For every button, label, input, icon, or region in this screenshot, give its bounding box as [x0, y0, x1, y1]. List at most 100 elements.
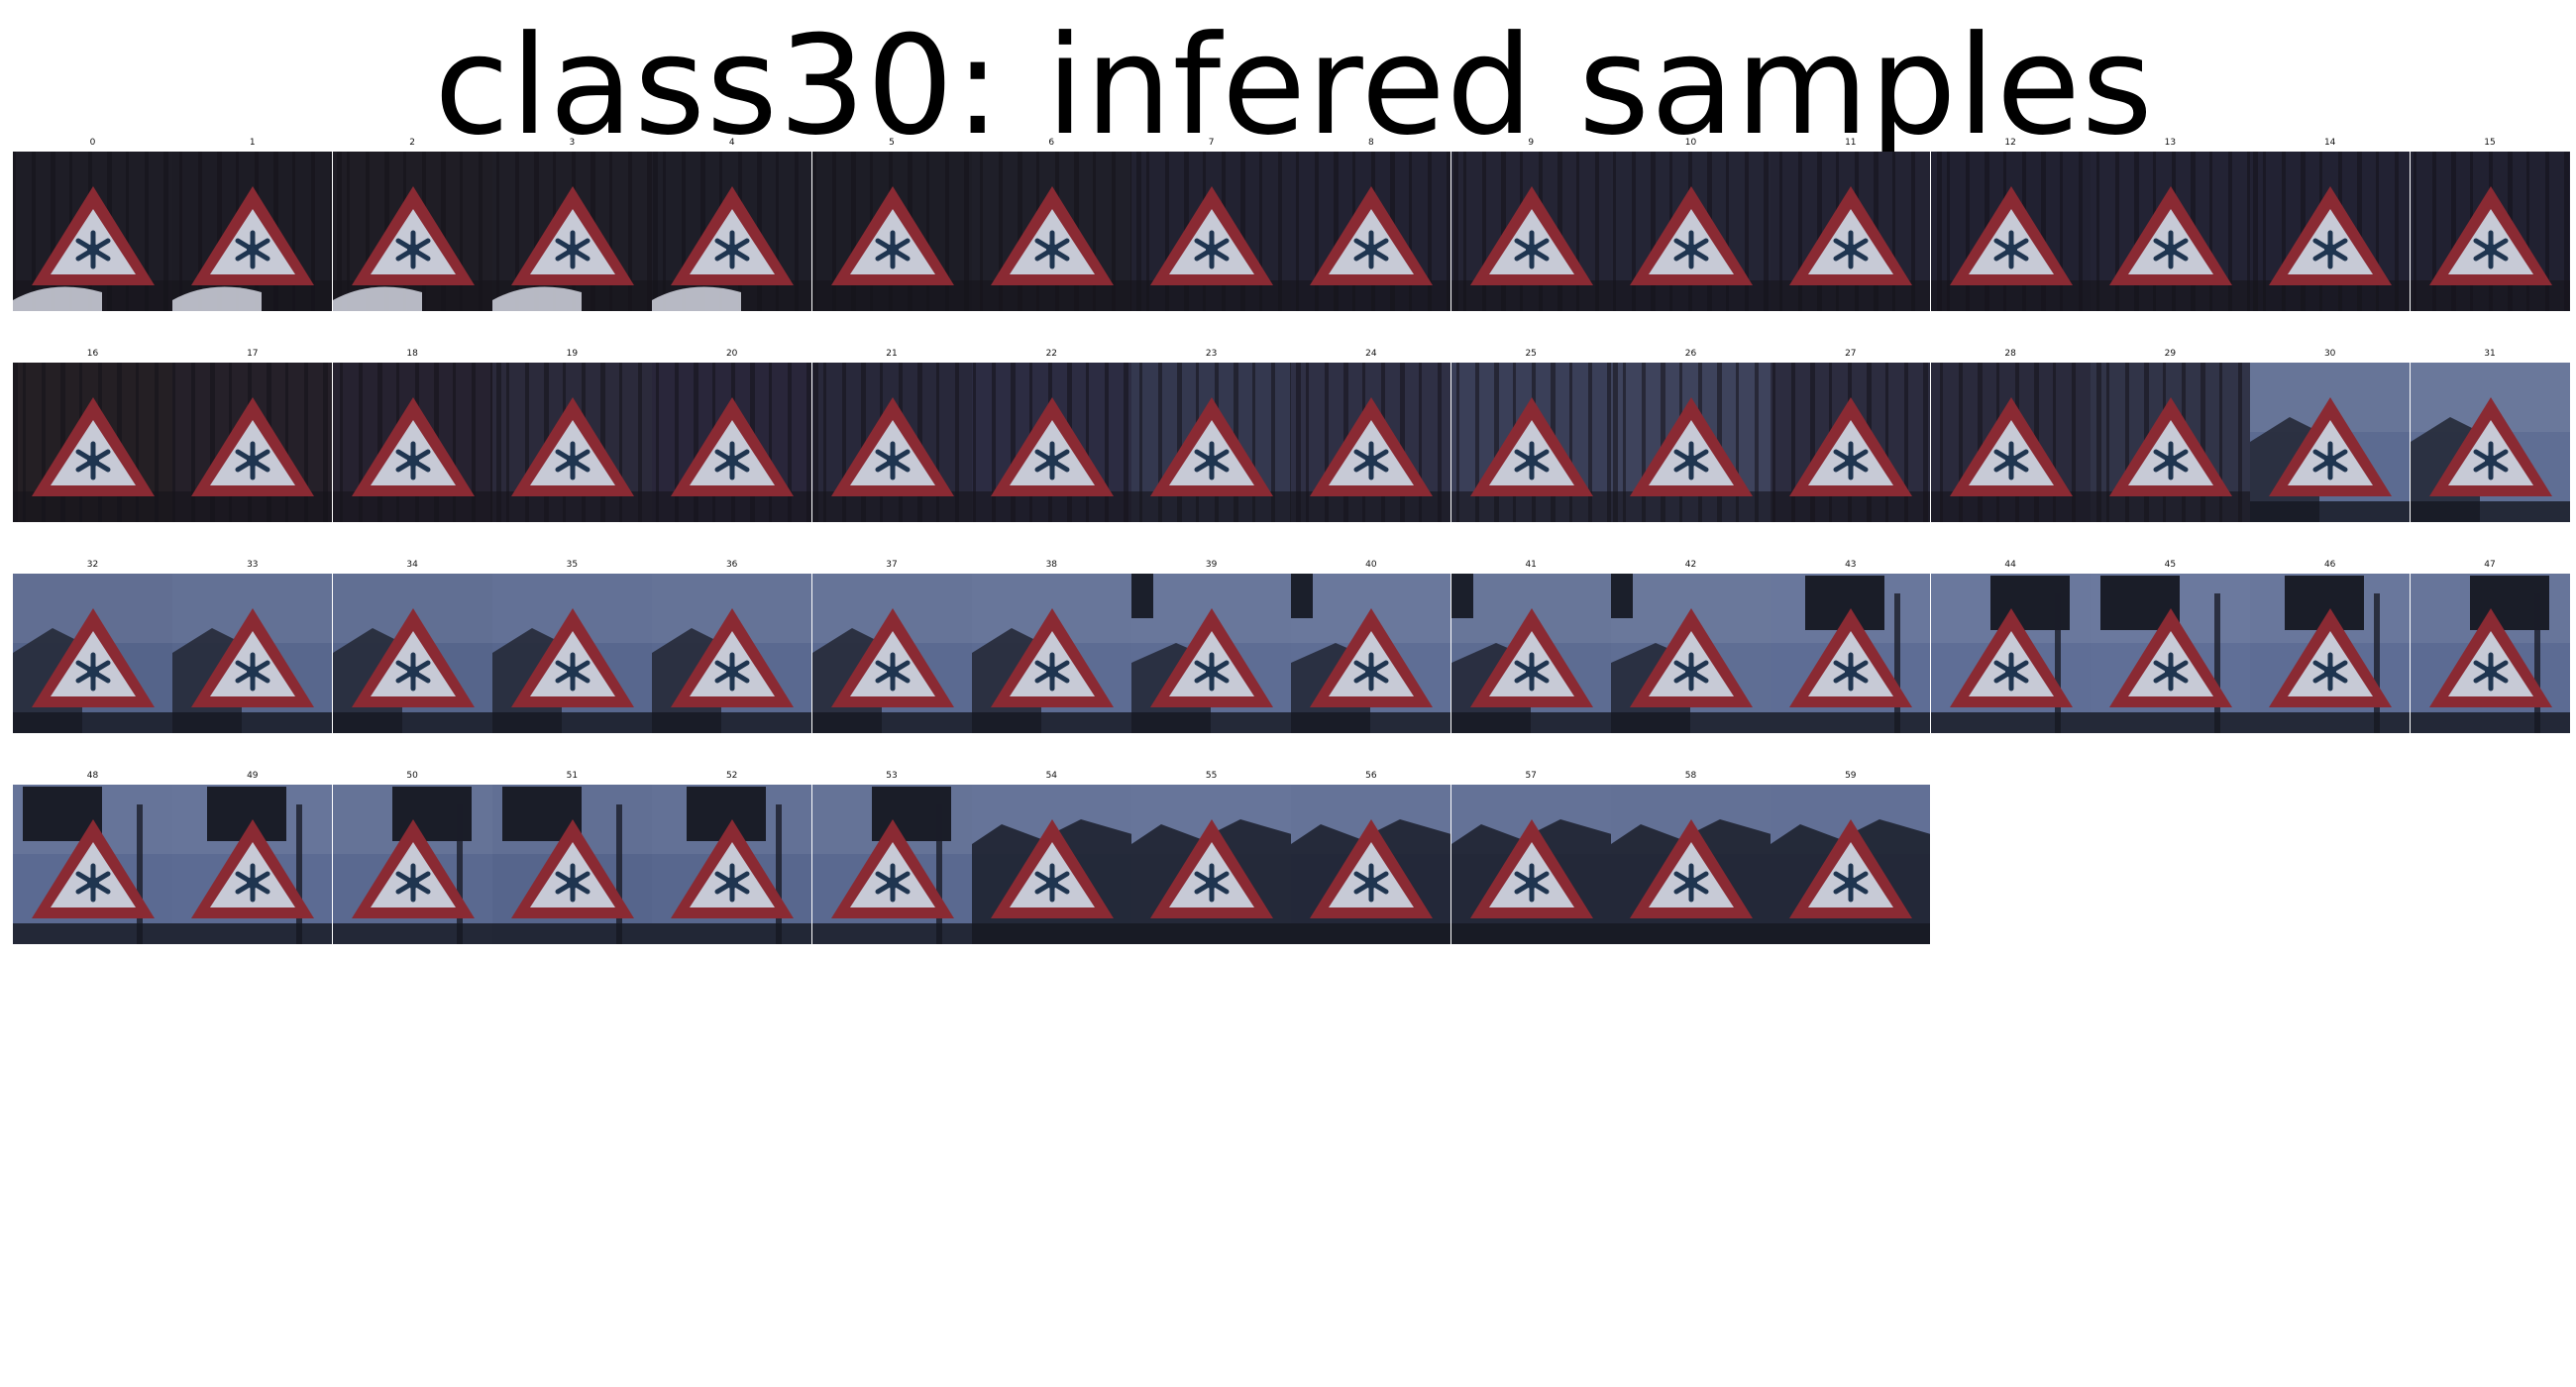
sample-image: [13, 363, 172, 522]
sample-index-label: 14: [2323, 138, 2336, 148]
sample-index-label: 1: [249, 138, 256, 148]
sample-cell: 27: [1771, 345, 1931, 527]
sample-image: [811, 363, 972, 522]
sample-index-label: 54: [1045, 771, 1058, 781]
sample-image: [652, 574, 812, 733]
sample-image: [332, 574, 492, 733]
sample-cell: 8: [1291, 134, 1451, 316]
sample-image: [13, 785, 172, 944]
sample-image: [13, 574, 172, 733]
figure-title: class30: infered samples: [434, 6, 2154, 165]
sample-cell: 45: [2090, 556, 2250, 738]
sample-index-label: 12: [2004, 138, 2016, 148]
sample-image: [1450, 785, 1611, 944]
sample-image: [1930, 363, 2091, 522]
sample-cell: 52: [652, 767, 812, 949]
sample-image: [1291, 574, 1451, 733]
sample-cell: 47: [2410, 556, 2570, 738]
sample-image: [811, 785, 972, 944]
sample-index-label: 30: [2323, 349, 2336, 359]
sample-cell: 15: [2410, 134, 2570, 316]
sample-index-label: 21: [886, 349, 898, 359]
sample-image: [2410, 574, 2570, 733]
sample-cell: 32: [13, 556, 172, 738]
sample-cell: 3: [491, 134, 652, 316]
sample-image: [811, 152, 972, 311]
sample-image: [2250, 574, 2411, 733]
sample-cell: 5: [811, 134, 972, 316]
sample-cell: 14: [2250, 134, 2411, 316]
sample-index-label: 10: [1684, 138, 1697, 148]
sample-index-label: 16: [86, 349, 99, 359]
sample-image: [1131, 152, 1292, 311]
sample-index-label: 13: [2164, 138, 2177, 148]
sample-image: [332, 152, 492, 311]
sample-index-label: 39: [1205, 560, 1218, 570]
sample-cell: 29: [2090, 345, 2250, 527]
sample-cell: 50: [332, 767, 492, 949]
sample-index-label: 28: [2004, 349, 2016, 359]
sample-image: [13, 152, 172, 311]
sample-cell: 13: [2090, 134, 2250, 316]
sample-cell: 34: [332, 556, 492, 738]
sample-cell: 12: [1930, 134, 2091, 316]
sample-image: [2410, 152, 2570, 311]
sample-image: [1291, 363, 1451, 522]
sample-image: [652, 152, 812, 311]
sample-image: [1771, 363, 1931, 522]
sample-image: [652, 363, 812, 522]
sample-index-label: 9: [1528, 138, 1535, 148]
sample-cell: 48: [13, 767, 172, 949]
sample-cell: 20: [652, 345, 812, 527]
sample-index-label: 19: [566, 349, 579, 359]
sample-image: [491, 785, 652, 944]
sample-index-label: 59: [1845, 771, 1857, 781]
sample-cell: 4: [652, 134, 812, 316]
sample-cell: 26: [1611, 345, 1771, 527]
sample-image: [971, 785, 1131, 944]
sample-image: [1930, 574, 2091, 733]
sample-index-label: 38: [1045, 560, 1058, 570]
sample-index-label: 51: [566, 771, 579, 781]
sample-cell: 28: [1930, 345, 2091, 527]
sample-cell: 11: [1771, 134, 1931, 316]
sample-image: [811, 574, 972, 733]
sample-cell: 54: [971, 767, 1131, 949]
sample-index-label: 56: [1365, 771, 1377, 781]
sample-index-label: 33: [247, 560, 259, 570]
sample-image: [2090, 574, 2250, 733]
sample-index-label: 27: [1845, 349, 1857, 359]
sample-index-label: 7: [1208, 138, 1215, 148]
sample-cell: 25: [1450, 345, 1611, 527]
sample-index-label: 31: [2484, 349, 2496, 359]
sample-image: [1771, 574, 1931, 733]
sample-index-label: 44: [2004, 560, 2016, 570]
sample-image: [172, 152, 333, 311]
sample-index-label: 18: [406, 349, 418, 359]
sample-index-label: 8: [1368, 138, 1374, 148]
sample-cell: 23: [1131, 345, 1292, 527]
sample-cell: 9: [1450, 134, 1611, 316]
sample-image: [2250, 363, 2411, 522]
sample-index-label: 36: [725, 560, 738, 570]
sample-image: [1611, 363, 1771, 522]
sample-cell: 1: [172, 134, 333, 316]
sample-image: [172, 574, 333, 733]
sample-cell: 46: [2250, 556, 2411, 738]
sample-cell: 31: [2410, 345, 2570, 527]
sample-index-label: 4: [728, 138, 735, 148]
sample-image: [1611, 152, 1771, 311]
sample-index-label: 17: [247, 349, 259, 359]
sample-image: [491, 363, 652, 522]
sample-image: [971, 363, 1131, 522]
sample-index-label: 45: [2164, 560, 2177, 570]
sample-cell: 17: [172, 345, 333, 527]
sample-index-label: 11: [1845, 138, 1857, 148]
sample-index-label: 57: [1525, 771, 1537, 781]
sample-cell: 0: [13, 134, 172, 316]
sample-image: [172, 785, 333, 944]
sample-index-label: 35: [566, 560, 579, 570]
sample-image: [971, 152, 1131, 311]
sample-index-label: 32: [86, 560, 99, 570]
